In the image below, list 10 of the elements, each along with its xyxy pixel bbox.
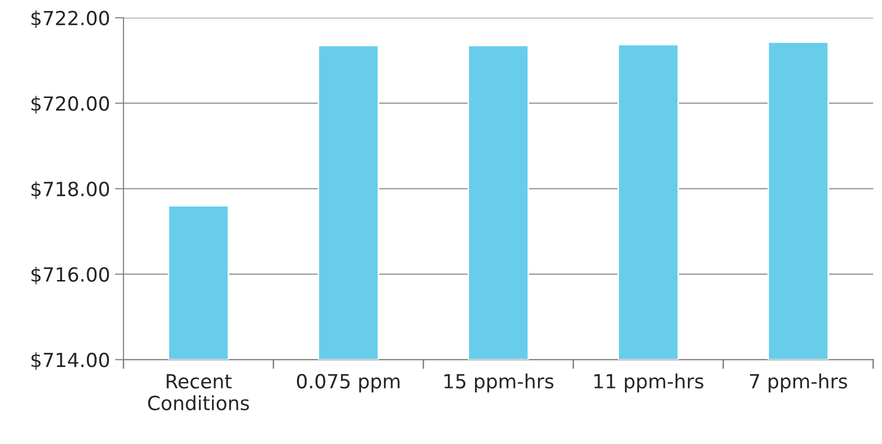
x-tick-label: 15 ppm-hrs xyxy=(444,374,554,392)
x-tick-label: Recent Conditions xyxy=(148,374,249,410)
y-tick-label: $716.00 xyxy=(31,266,109,284)
x-tick-label: 0.075 ppm xyxy=(296,374,400,392)
x-tick-label: 7 ppm-hrs xyxy=(750,374,848,392)
y-tick-label: $718.00 xyxy=(31,181,109,199)
y-tick-label: $714.00 xyxy=(31,352,109,370)
y-tick-label: $722.00 xyxy=(31,10,109,28)
x-tick-label: 11 ppm-hrs xyxy=(594,374,704,392)
y-tick-label: $720.00 xyxy=(31,96,109,114)
